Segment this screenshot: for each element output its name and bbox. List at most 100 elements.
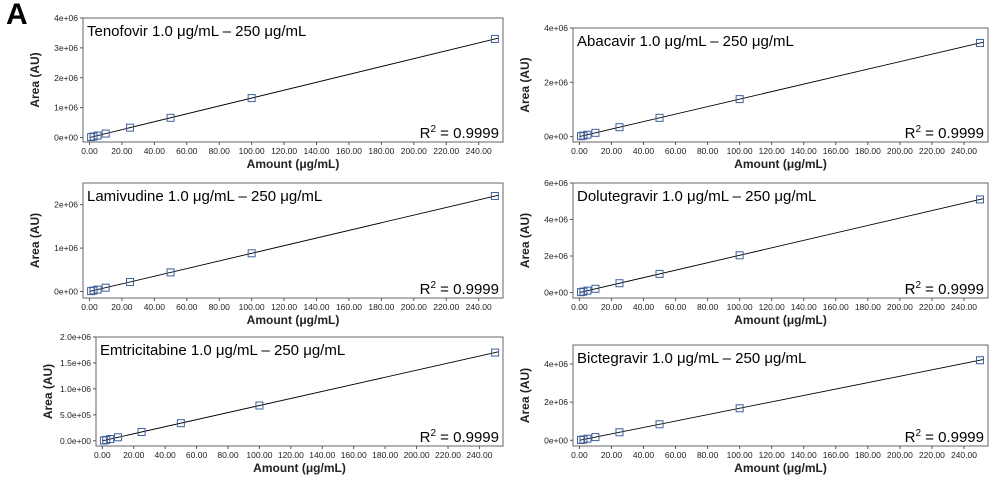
data-point [491, 348, 500, 357]
data-point [89, 132, 98, 141]
x-tick-label: 20.00 [111, 146, 133, 156]
x-tick-label: 40.00 [144, 302, 166, 312]
x-tick-label: 20.00 [111, 302, 133, 312]
plot-frame [572, 344, 989, 447]
x-tick-label: 80.00 [697, 302, 719, 312]
data-point [87, 133, 96, 142]
x-tick-label: 160.00 [823, 302, 849, 312]
data-point [126, 277, 135, 286]
data-point [93, 131, 102, 140]
data-point [99, 436, 108, 445]
x-tick-label: 240.00 [466, 146, 492, 156]
data-point [591, 284, 600, 293]
y-tick-label: 4e+06 [544, 359, 568, 369]
x-tick-label: 60.00 [665, 302, 687, 312]
data-point [166, 268, 175, 277]
data-point [583, 434, 592, 443]
r-squared-annotation: R2 = 0.9999 [420, 428, 499, 446]
x-tick-label: 100.00 [727, 450, 753, 460]
x-tick-label: 180.00 [368, 146, 394, 156]
x-tick-label: 240.00 [466, 450, 492, 460]
data-point [126, 123, 135, 132]
regression-line [89, 194, 499, 292]
x-tick-label: 80.00 [697, 450, 719, 460]
plot-frame [572, 27, 989, 143]
regression-line [102, 351, 499, 442]
y-tick-label: 1.0e+06 [60, 384, 91, 394]
x-axis-label: Amount (μg/mL) [734, 157, 827, 171]
x-tick-label: 200.00 [887, 302, 913, 312]
chart-title: Dolutegravir 1.0 μg/mL – 250 μg/mL [577, 188, 816, 205]
data-point [579, 435, 588, 444]
data-point [490, 34, 499, 43]
x-tick-label: 140.00 [309, 450, 335, 460]
data-point [137, 427, 146, 436]
data-point [655, 269, 664, 278]
chart-panel-1: 0e+00 1e+06 2e+06 3e+06 4e+06 0.00 20.00 40.00 6… [28, 13, 504, 171]
x-tick-label: 0.00 [81, 146, 98, 156]
x-tick-label: 180.00 [372, 450, 398, 460]
x-tick-label: 160.00 [823, 146, 849, 156]
y-tick-label: 4e+06 [544, 23, 568, 33]
x-tick-label: 120.00 [271, 146, 297, 156]
data-point [735, 404, 744, 413]
data-point [166, 113, 175, 122]
x-tick-label: 120.00 [278, 450, 304, 460]
x-tick-label: 40.00 [633, 302, 655, 312]
y-tick-label: 0e+00 [544, 288, 568, 298]
data-point [591, 433, 600, 442]
y-tick-label: 6e+06 [544, 178, 568, 188]
x-tick-label: 40.00 [633, 146, 655, 156]
data-point [735, 251, 744, 260]
data-point [579, 131, 588, 140]
x-tick-label: 0.00 [94, 450, 111, 460]
x-tick-label: 220.00 [919, 450, 945, 460]
y-tick-label: 2.0e+06 [60, 332, 91, 342]
data-point [655, 420, 664, 429]
x-tick-label: 200.00 [404, 450, 430, 460]
chart-title: Tenofovir 1.0 μg/mL – 250 μg/mL [87, 23, 306, 40]
x-tick-label: 220.00 [433, 146, 459, 156]
x-tick-label: 220.00 [919, 146, 945, 156]
x-tick-label: 200.00 [401, 146, 427, 156]
chart-title: Emtricitabine 1.0 μg/mL – 250 μg/mL [100, 342, 345, 359]
y-tick-label: 0e+00 [54, 286, 78, 296]
x-axis-label: Amount (μg/mL) [253, 461, 346, 475]
panel-label: A [6, 0, 28, 31]
r-squared-annotation: R2 = 0.9999 [905, 280, 984, 298]
data-point [583, 130, 592, 139]
x-tick-label: 120.00 [759, 146, 785, 156]
plot-frame [572, 182, 989, 299]
data-point [615, 123, 624, 132]
chart-title: Bictegravir 1.0 μg/mL – 250 μg/mL [577, 350, 806, 367]
x-tick-label: 80.00 [209, 302, 231, 312]
y-axis-label: Area (AU) [41, 364, 55, 419]
y-tick-label: 2e+06 [544, 77, 568, 87]
regression-line [579, 198, 984, 293]
x-tick-label: 140.00 [304, 146, 330, 156]
x-tick-label: 140.00 [791, 302, 817, 312]
chart-title: Lamivudine 1.0 μg/mL – 250 μg/mL [87, 188, 322, 205]
x-tick-label: 100.00 [727, 302, 753, 312]
y-tick-label: 2e+06 [544, 397, 568, 407]
x-tick-label: 180.00 [855, 450, 881, 460]
data-point [615, 428, 624, 437]
x-tick-label: 100.00 [239, 302, 265, 312]
y-tick-label: 0e+00 [54, 133, 78, 143]
x-tick-label: 220.00 [433, 302, 459, 312]
x-axis-label: Amount (μg/mL) [734, 313, 827, 327]
x-tick-label: 60.00 [176, 302, 198, 312]
x-tick-label: 40.00 [633, 450, 655, 460]
chart-panel-4: 0e+00 2e+06 4e+06 6e+06 0.00 20.00 40.00 60.00 8… [518, 178, 989, 327]
x-tick-label: 180.00 [855, 146, 881, 156]
x-tick-label: 0.00 [81, 302, 98, 312]
y-tick-label: 2e+06 [54, 200, 78, 210]
x-tick-label: 20.00 [601, 146, 623, 156]
y-axis-label: Area (AU) [28, 52, 42, 107]
data-point [106, 435, 115, 444]
x-axis-label: Amount (μg/mL) [734, 461, 827, 475]
x-tick-label: 40.00 [144, 146, 166, 156]
y-axis-label: Area (AU) [518, 368, 532, 423]
chart-panel-3: 0e+00 1e+06 2e+06 0.00 20.00 40.00 60.00 80.00 1… [28, 182, 504, 327]
